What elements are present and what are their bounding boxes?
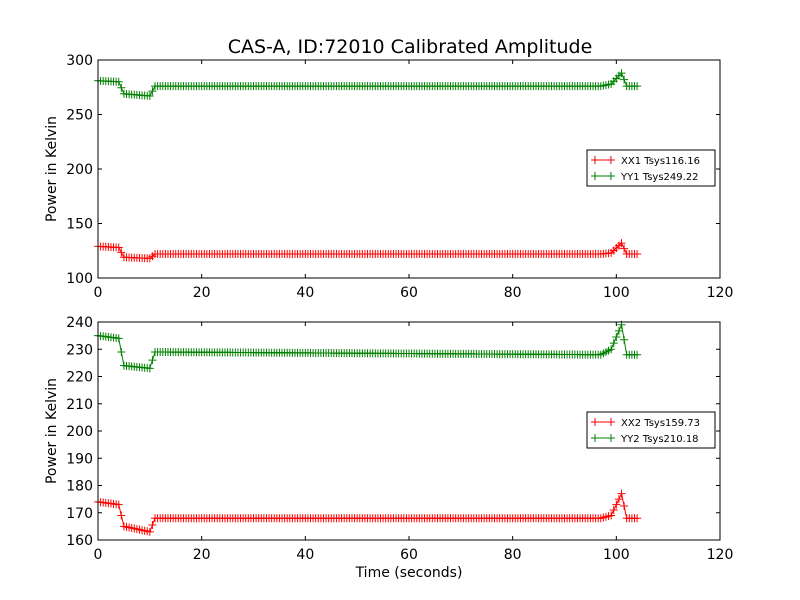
x-axis-label: Time (seconds) [355,565,463,581]
y-axis-label: Power in Kelvin [44,116,60,222]
data-point-marker [617,489,626,498]
legend-label: XX1 Tsys116.16 [621,156,700,167]
legend-marker [607,172,615,180]
data-point-marker [620,501,629,510]
data-point-marker [117,511,126,520]
y-tick-label: 220 [66,370,93,386]
data-point-marker [617,69,626,78]
data-point-marker [620,75,629,84]
data-point-marker [609,339,618,348]
data-point-marker [607,345,616,354]
y-tick-label: 250 [66,108,93,124]
data-point-marker [148,356,157,365]
legend-marker [607,156,615,164]
y-tick-label: 210 [66,397,93,413]
y-tick-label: 200 [66,424,93,440]
legend-box [586,149,716,187]
data-point-marker [614,495,623,504]
data-point-marker [633,514,642,523]
x-tick-label: 0 [94,285,103,301]
x-tick-label: 120 [707,285,734,301]
data-point-marker [117,83,126,92]
data-point-marker [145,527,154,536]
series-xx2 [94,489,642,536]
data-point-marker [609,506,618,515]
bottom-subplot: 0 20 40 60 80 100 120 160 170 180 190 200 210 220 230 2… [44,315,733,581]
legend-marker [607,418,615,426]
legend-box [586,411,716,449]
data-point-marker [633,82,642,91]
x-tick-label: 40 [296,547,314,563]
x-tick-label: 120 [707,547,734,563]
y-tick-label: 300 [66,53,93,69]
data-point-marker [148,521,157,530]
y-tick-label: 170 [66,506,93,522]
data-point-marker [620,335,629,344]
legend-marker [607,434,615,442]
legend-marker [591,434,599,442]
data-point-marker [617,239,626,248]
y-tick-label: 200 [66,162,93,178]
y-tick-label: 100 [66,271,93,287]
data-point-marker [117,347,126,356]
data-point-marker [607,511,616,520]
data-point-marker [117,248,126,257]
y-tick-label: 190 [66,451,93,467]
x-tick-label: 0 [94,547,103,563]
y-tick-label: 160 [66,533,93,549]
legend-label: YY1 Tsys249.22 [620,172,699,183]
y-tick-label: 240 [66,315,93,331]
data-point-marker [620,244,629,253]
top-subplot: 0 20 40 60 80 100 120 100 150 200 250 300 Power in K… [44,53,733,301]
y-tick-label: 230 [66,342,93,358]
data-point-marker [148,87,157,96]
x-tick-label: 20 [193,285,211,301]
data-point-marker [612,500,621,509]
data-point-marker [145,91,154,100]
series-xx1 [94,239,642,263]
y-tick-label: 150 [66,217,93,233]
legend: XX1 Tsys116.16 YY1 Tsys249.22 [586,149,716,187]
series-yy1 [94,69,642,100]
x-tick-label: 60 [400,547,418,563]
legend-marker [591,418,599,426]
data-point-marker [633,350,642,359]
y-tick-label: 180 [66,479,93,495]
legend-label: YY2 Tsys210.18 [620,434,699,445]
data-point-marker [612,332,621,341]
data-point-marker [145,364,154,373]
data-point-marker [114,334,123,343]
chart-title: CAS-A, ID:72010 Calibrated Amplitude [228,36,593,58]
y-axis-label: Power in Kelvin [44,378,60,484]
legend-marker [591,156,599,164]
x-tick-label: 100 [603,547,630,563]
data-point-marker [114,500,123,509]
x-tick-label: 60 [400,285,418,301]
x-tick-label: 80 [504,547,522,563]
x-tick-label: 20 [193,547,211,563]
legend-label: XX2 Tsys159.73 [621,418,700,429]
x-tick-label: 40 [296,285,314,301]
legend-marker [591,172,599,180]
x-tick-label: 100 [603,285,630,301]
data-point-marker [114,243,123,252]
series-yy2 [94,320,642,373]
data-point-marker [633,250,642,259]
data-point-marker [614,326,623,335]
legend: XX2 Tsys159.73 YY2 Tsys210.18 [586,411,716,449]
x-tick-label: 80 [504,285,522,301]
data-point-marker [114,77,123,86]
